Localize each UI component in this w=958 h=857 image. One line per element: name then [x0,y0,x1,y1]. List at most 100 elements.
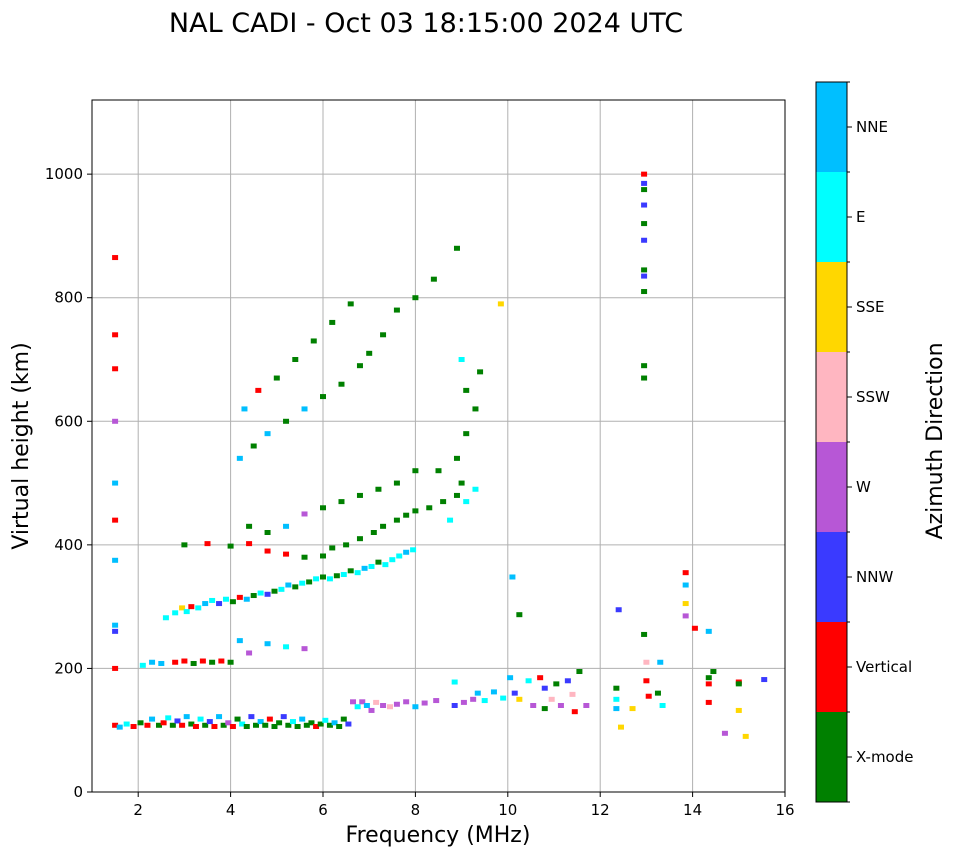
data-point [433,698,440,704]
data-point [331,720,338,726]
data-point [257,590,264,596]
x-axis-ticks: 2 4 6 8 10 12 14 16 [133,792,795,819]
data-point [264,548,271,554]
colorbar-segment [816,262,847,352]
data-point [301,511,308,517]
data-point [160,720,167,726]
data-point [292,357,299,362]
data-point [403,699,410,705]
data-point [705,675,712,681]
data-point [659,703,666,708]
data-point [643,678,650,684]
data-point [641,202,648,208]
data-point [257,719,264,725]
data-point [361,565,368,571]
data-point [641,180,648,186]
data-point [195,605,202,611]
colorbar-category-label: Vertical [856,658,912,676]
data-point [463,431,470,437]
colorbar-category-label: NNE [856,118,888,136]
colorbar-category-label: X-mode [856,748,913,766]
data-point [682,570,689,576]
data-point [289,719,296,725]
data-point [299,580,306,586]
data-point [216,601,223,607]
colorbar: X-mode Vertical NNW W SSW SSE E NNE [815,81,913,803]
data-point [613,685,620,691]
data-point [253,722,260,728]
data-point [320,394,326,400]
data-point [320,505,326,511]
data-point [188,721,195,727]
data-point [393,480,400,486]
x-tick-label: 14 [683,801,702,819]
data-point [322,717,329,723]
data-point [641,221,648,227]
data-point [306,579,313,585]
data-point [338,499,345,505]
data-point [112,557,119,563]
data-point [386,704,393,710]
data-point [181,542,188,548]
data-point [426,505,433,511]
colorbar-segment [816,712,847,802]
data-point [197,716,204,722]
data-point [301,406,308,412]
data-point [474,690,481,696]
data-point [363,703,370,708]
y-tick-label: 600 [54,412,83,430]
colorbar-category-label: SSE [856,298,885,316]
colorbar-category-label: SSW [856,388,890,406]
grid-lines [92,100,786,793]
data-point [236,638,243,644]
data-point [250,593,257,599]
data-point [654,690,661,696]
data-point [301,646,308,652]
data-point [229,599,236,605]
colorbar-frame [815,81,848,803]
data-point [412,295,419,301]
data-point [329,319,336,325]
data-point [453,455,460,461]
data-point [373,699,380,705]
data-point [273,375,280,381]
data-point [123,721,130,727]
data-point [220,722,227,728]
data-point [576,669,583,675]
data-point [155,722,162,728]
data-point [285,722,292,728]
data-point [583,703,590,708]
data-point [564,678,571,684]
data-point [209,597,216,603]
data-point [350,699,357,705]
data-point [144,722,151,728]
data-point [380,703,387,708]
data-point [264,431,271,437]
data-point [440,499,447,505]
data-point [370,530,377,535]
data-point [329,545,336,551]
data-point [278,586,285,592]
data-point [641,237,648,243]
data-point [410,547,417,553]
data-point [705,628,712,634]
data-point [453,492,460,498]
x-tick-label: 12 [591,801,610,819]
data-point [236,455,243,461]
data-point [435,468,442,474]
data-point [375,486,382,492]
x-tick-label: 6 [318,801,328,819]
data-point [393,701,400,707]
data-point [470,696,477,702]
data-point [705,681,712,687]
data-point [310,338,317,344]
data-point [368,563,375,569]
y-tick-label: 1000 [45,165,83,183]
data-point [463,499,470,505]
data-point [218,658,225,664]
data-point [303,722,310,728]
colorbar-segment [816,172,847,262]
data-points [112,171,768,739]
data-point [356,492,363,498]
data-point [458,480,465,486]
